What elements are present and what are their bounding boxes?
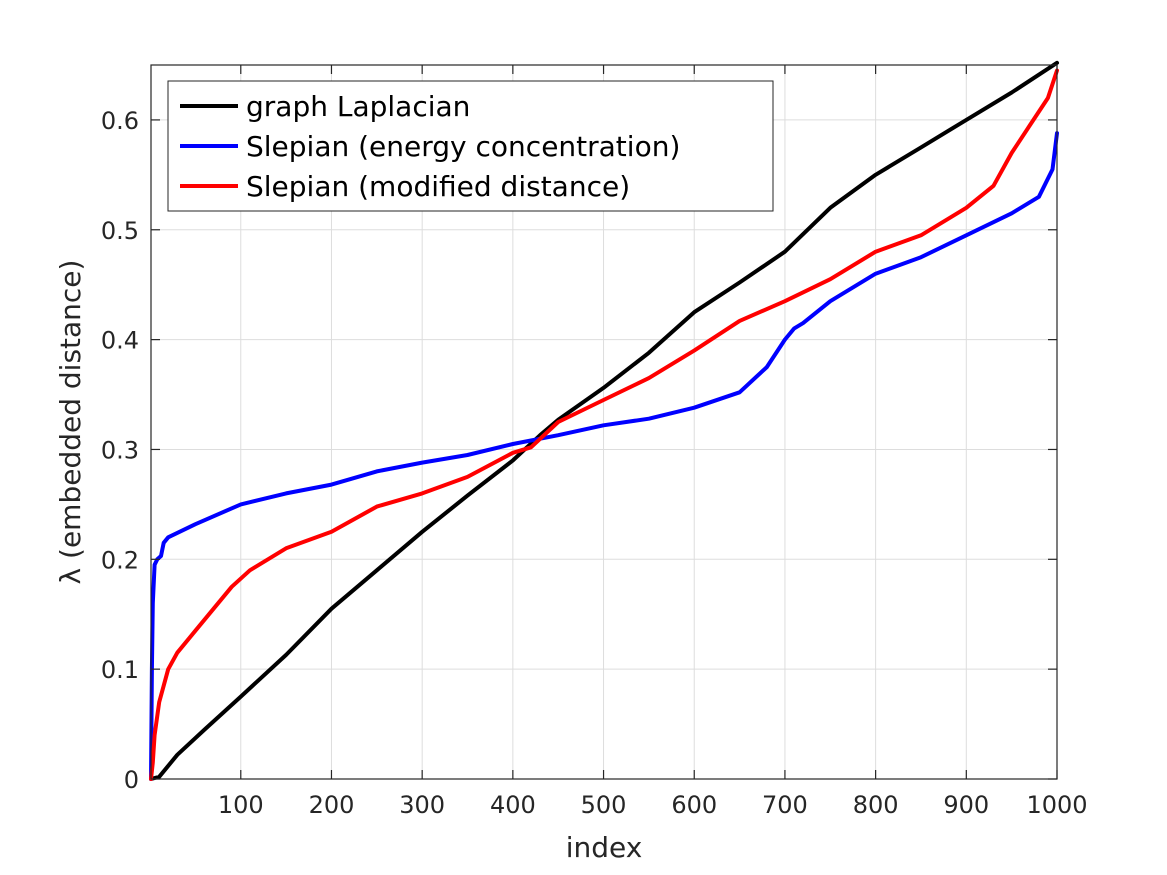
series-line-2	[149, 68, 1059, 781]
series-line-1	[149, 131, 1059, 781]
x-tick-label: 600	[671, 791, 717, 819]
x-tick-label: 700	[762, 791, 808, 819]
x-tick-label: 800	[853, 791, 899, 819]
legend-label-1: Slepian (energy concentration)	[246, 130, 680, 163]
y-tick-label: 0.5	[101, 217, 139, 245]
x-tick-label: 300	[399, 791, 445, 819]
legend-box	[167, 80, 774, 212]
y-axis-label: λ (embedded distance)	[54, 260, 87, 585]
y-tick-label: 0.3	[101, 436, 139, 464]
legend-label-2: Slepian (modified distance)	[246, 170, 630, 203]
x-tick-label: 100	[218, 791, 264, 819]
x-tick-label: 200	[309, 791, 355, 819]
series-line-0	[149, 60, 1059, 781]
series-lines	[149, 60, 1059, 781]
y-tick-label: 0.1	[101, 656, 139, 684]
x-tick-label: 500	[581, 791, 627, 819]
x-tick-label: 900	[943, 791, 989, 819]
y-tick-label: 0	[124, 766, 139, 794]
legend: graph Laplacian Slepian (energy concentra…	[167, 80, 774, 212]
x-tick-label: 1000	[1026, 791, 1087, 819]
y-tick-label: 0.6	[101, 107, 139, 135]
x-tick-label: 400	[490, 791, 536, 819]
y-tick-label: 0.2	[101, 546, 139, 574]
y-tick-label: 0.4	[101, 327, 139, 355]
legend-label-0: graph Laplacian	[246, 90, 470, 123]
axis-ticks: 100 200 300 400 500 600 700 800 900 1000 0 0.1 0.2 0.…	[101, 65, 1088, 819]
x-axis-label: index	[566, 831, 643, 864]
